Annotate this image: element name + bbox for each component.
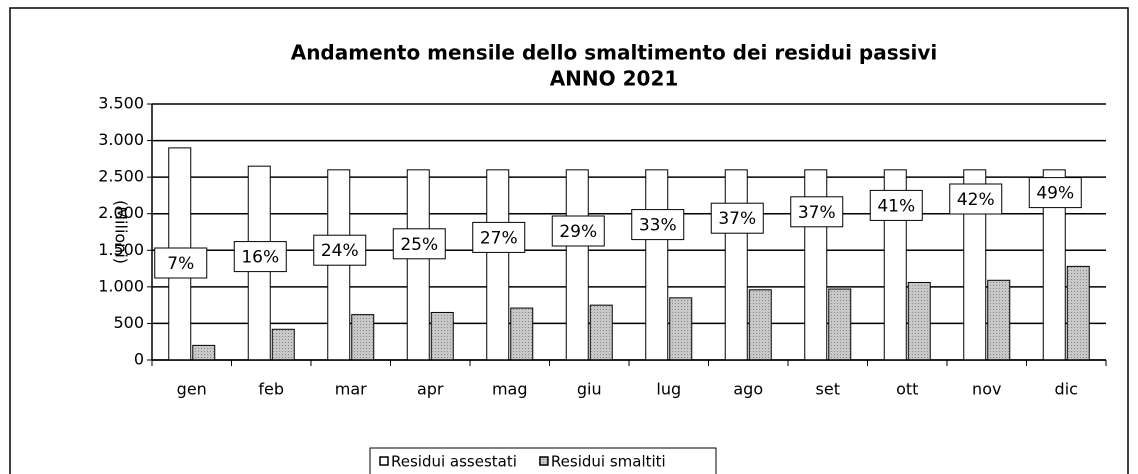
y-tick-label: 1.500 bbox=[98, 240, 144, 259]
bar bbox=[724, 169, 748, 361]
annotation: 33% bbox=[639, 216, 677, 236]
bar bbox=[645, 169, 669, 361]
x-tick-label: ago bbox=[733, 380, 763, 399]
x-tick-label: set bbox=[816, 380, 840, 399]
bar bbox=[589, 304, 613, 361]
bar bbox=[271, 328, 295, 361]
annotation-box bbox=[790, 196, 844, 228]
annotation: 42% bbox=[957, 190, 995, 210]
legend-swatch bbox=[539, 456, 549, 466]
x-tick-label: feb bbox=[258, 380, 284, 399]
bar bbox=[1066, 265, 1090, 361]
x-tick-label: nov bbox=[972, 380, 1001, 399]
annotation: 25% bbox=[400, 235, 438, 255]
y-tick-label: 2.500 bbox=[98, 167, 144, 186]
x-tick-label: mag bbox=[492, 380, 528, 399]
annotation-box bbox=[233, 241, 287, 273]
bar bbox=[565, 169, 589, 361]
annotation: 37% bbox=[798, 203, 836, 223]
legend-swatch bbox=[379, 456, 389, 466]
y-tick-label: 2.000 bbox=[98, 203, 144, 222]
y-tick-label: 0 bbox=[134, 350, 144, 369]
y-tick-label: 3.000 bbox=[98, 130, 144, 149]
x-tick-label: apr bbox=[417, 380, 444, 399]
annotation: 29% bbox=[559, 222, 597, 242]
annotation-box bbox=[1028, 177, 1082, 209]
legend-label: Residui smaltiti bbox=[551, 453, 666, 471]
annotation: 37% bbox=[718, 209, 756, 229]
chart-title: Andamento mensile dello smaltimento dei … bbox=[291, 41, 938, 65]
x-tick-label: gen bbox=[177, 380, 207, 399]
legend bbox=[369, 447, 717, 474]
y-tick-label: 1.000 bbox=[98, 276, 144, 295]
chart-subtitle: ANNO 2021 bbox=[550, 67, 679, 91]
annotation: 49% bbox=[1036, 184, 1074, 204]
x-tick-label: ott bbox=[896, 380, 918, 399]
annotation-box bbox=[313, 234, 367, 266]
bar bbox=[907, 281, 931, 361]
bar bbox=[486, 169, 510, 361]
x-tick-label: mar bbox=[335, 380, 367, 399]
bar bbox=[406, 169, 430, 361]
legend-label: Residui assestati bbox=[391, 453, 517, 471]
annotation: 16% bbox=[241, 248, 279, 268]
annotation: 7% bbox=[167, 254, 194, 274]
annotation: 41% bbox=[877, 196, 915, 216]
bar bbox=[510, 307, 534, 361]
x-tick-label: dic bbox=[1055, 380, 1078, 399]
bar bbox=[669, 297, 693, 361]
y-axis-label: (Milioni) bbox=[112, 200, 131, 264]
x-tick-label: giu bbox=[577, 380, 602, 399]
annotation-box bbox=[472, 221, 526, 253]
bar bbox=[828, 288, 852, 361]
y-tick-label: 3.500 bbox=[98, 94, 144, 113]
annotation: 24% bbox=[321, 241, 359, 261]
annotation-box bbox=[551, 215, 605, 247]
bar bbox=[748, 289, 772, 361]
bar bbox=[351, 314, 375, 361]
annotation-box bbox=[631, 209, 685, 241]
y-tick-label: 500 bbox=[113, 313, 144, 332]
annotation-box bbox=[869, 189, 923, 221]
x-tick-label: lug bbox=[656, 380, 681, 399]
bar bbox=[430, 311, 454, 361]
annotation-box bbox=[154, 247, 208, 279]
annotation-box bbox=[949, 183, 1003, 215]
annotation-box bbox=[392, 228, 446, 260]
annotation: 27% bbox=[480, 228, 518, 248]
bar bbox=[987, 279, 1011, 361]
bar bbox=[192, 344, 216, 361]
annotation-box bbox=[710, 202, 764, 234]
